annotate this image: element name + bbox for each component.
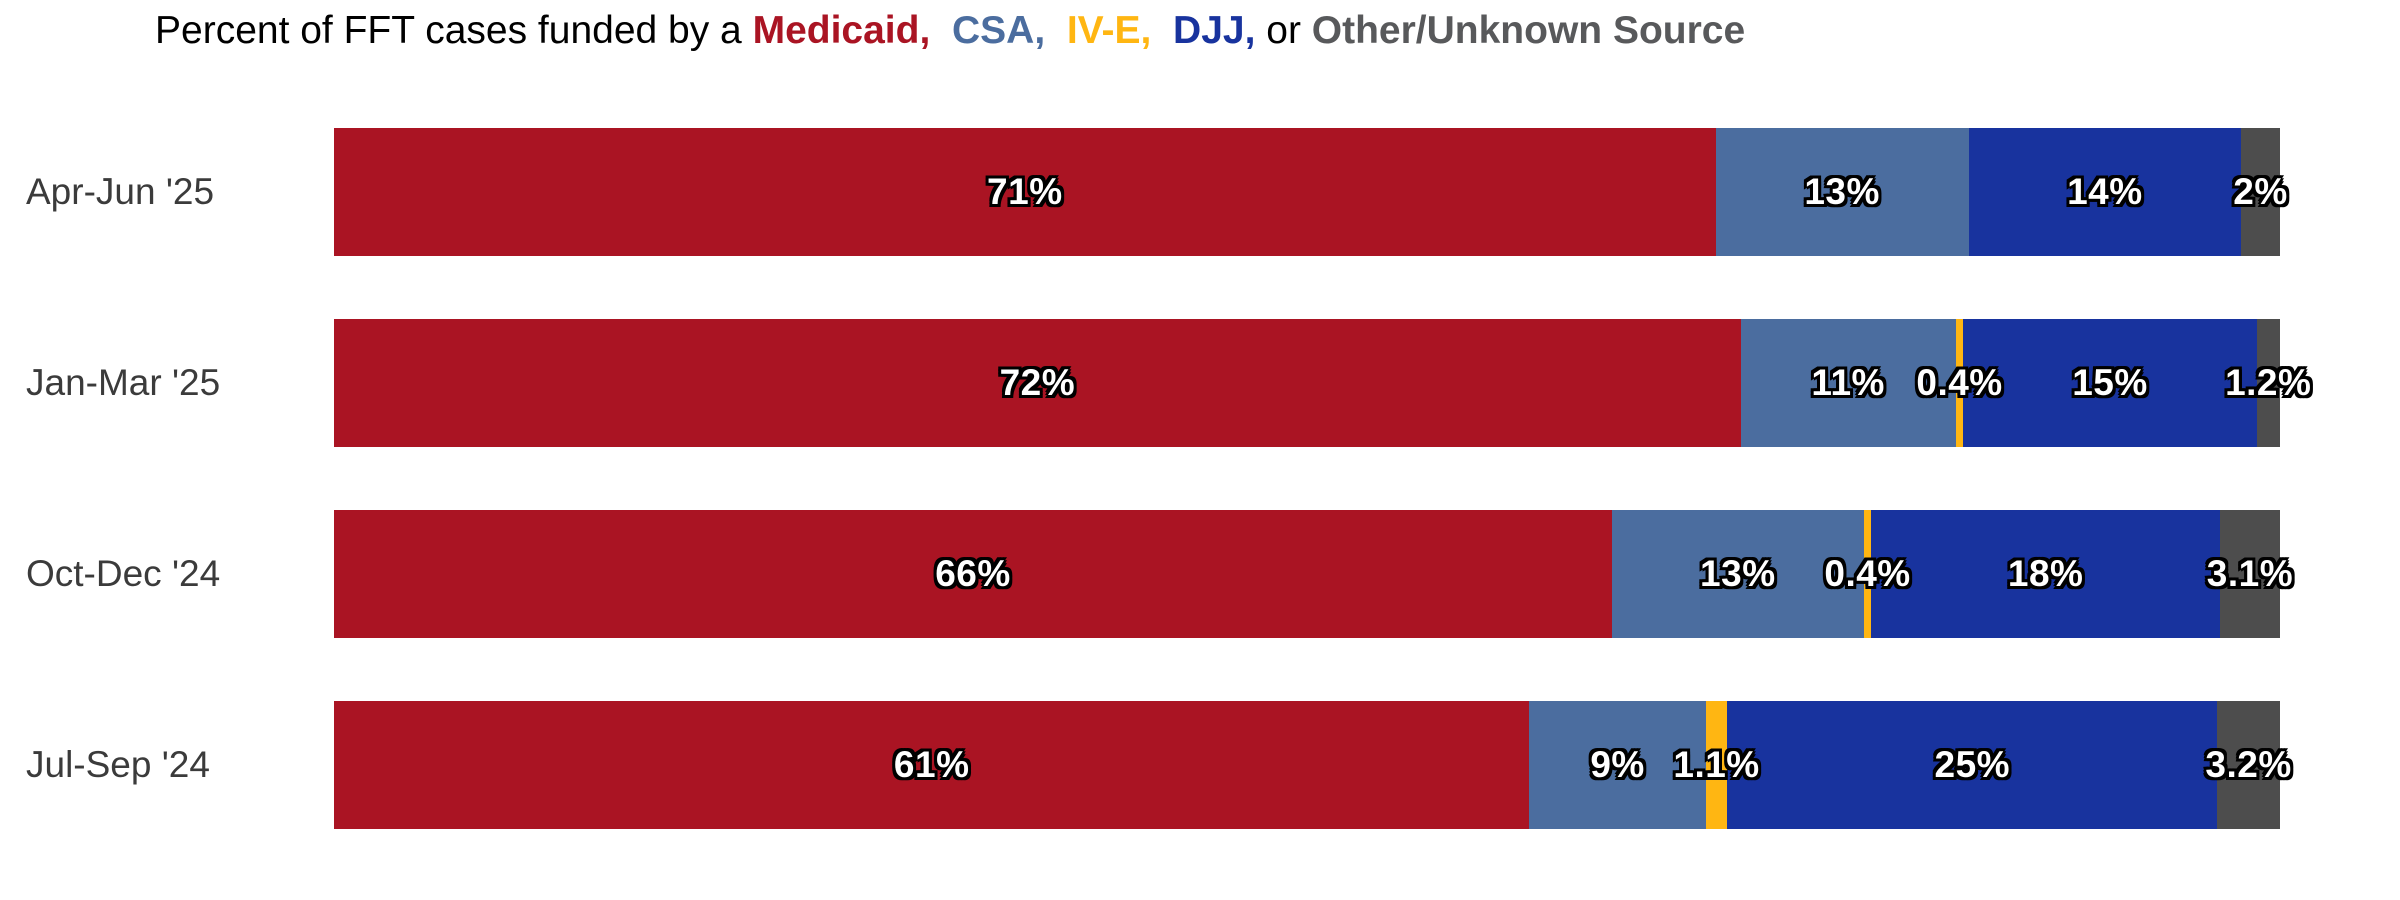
bar-segment-djj: 18% bbox=[1871, 509, 2220, 638]
category-label: Apr-Jun '25 bbox=[26, 170, 215, 212]
bar-value-label: 2% bbox=[2233, 170, 2288, 212]
bar-segment-csa: 9% bbox=[1529, 700, 1706, 829]
bar-segment-other-unknown-source: 3.1% bbox=[2207, 509, 2293, 638]
bar-track: 71% 13% 14% 2% bbox=[334, 127, 2287, 256]
bar-value-label: 71% bbox=[987, 170, 1063, 212]
bar-segment-iv-e: 1.1% bbox=[1673, 700, 1759, 829]
chart-row-apr-jun-25: Apr-Jun '25 71% 13% 14% 2% bbox=[0, 96, 2400, 287]
bar-rows: Apr-Jun '25 71% 13% 14% 2% Jan-Mar '25 72% 11% 0… bbox=[0, 96, 2400, 860]
chart-row-oct-dec-24: Oct-Dec '24 66% 13% 0.4% 18% 3.1% bbox=[0, 478, 2400, 669]
bar-track: 66% 13% 0.4% 18% 3.1% bbox=[334, 509, 2293, 638]
bar-value-label: 0.4% bbox=[1916, 361, 2003, 403]
title-part-1: Medicaid, bbox=[752, 9, 942, 52]
chart-row-jan-mar-25: Jan-Mar '25 72% 11% 0.4% 15% 1.2% bbox=[0, 287, 2400, 478]
title-part-4: DJJ, bbox=[1162, 9, 1267, 52]
bar-segment-djj: 14% bbox=[1968, 127, 2242, 256]
bar-track: 72% 11% 0.4% 15% 1.2% bbox=[334, 318, 2311, 447]
bar-value-label: 0.4% bbox=[1824, 552, 1911, 594]
bar-segment-medicaid: 61% bbox=[334, 700, 1530, 829]
bar-segment-djj: 15% bbox=[1963, 318, 2257, 447]
bar-segment-medicaid: 66% bbox=[334, 509, 1612, 638]
bar-value-label: 1.2% bbox=[2225, 361, 2312, 403]
bar-segment-iv-e: 0.4% bbox=[1916, 318, 2002, 447]
bar-value-label: 15% bbox=[2072, 361, 2148, 403]
chart-row-jul-sep-24: Jul-Sep '24 61% 9% 1.1% 25% 3.2% bbox=[0, 669, 2400, 860]
bar-segment-other-unknown-source: 3.2% bbox=[2205, 700, 2291, 829]
bar-segment-other-unknown-source: 2% bbox=[2233, 127, 2287, 256]
bar-segment-djj: 25% bbox=[1727, 700, 2218, 829]
category-label: Jan-Mar '25 bbox=[26, 361, 221, 403]
bar-segment-medicaid: 71% bbox=[334, 127, 1716, 256]
bar-segment-csa: 13% bbox=[1611, 509, 1864, 638]
bar-value-label: 14% bbox=[2067, 170, 2143, 212]
bar-value-label: 66% bbox=[935, 552, 1011, 594]
bar-track: 61% 9% 1.1% 25% 3.2% bbox=[334, 700, 2291, 829]
bar-segment-medicaid: 72% bbox=[334, 318, 1741, 447]
bar-value-label: 3.1% bbox=[2206, 552, 2294, 594]
bar-value-label: 3.2% bbox=[2205, 743, 2292, 785]
bar-value-label: 25% bbox=[1934, 743, 2011, 785]
category-label: Jul-Sep '24 bbox=[26, 743, 210, 785]
bar-segment-csa: 13% bbox=[1715, 127, 1969, 256]
title-part-6: Other/Unknown Source bbox=[1311, 9, 1746, 52]
title-part-3: IV-E, bbox=[1056, 9, 1163, 52]
bar-value-label: 13% bbox=[1700, 552, 1776, 594]
title-part-5: or bbox=[1266, 9, 1312, 52]
bar-value-label: 9% bbox=[1590, 743, 1645, 785]
bar-segment-csa: 11% bbox=[1740, 318, 1956, 447]
bar-value-label: 1.1% bbox=[1673, 743, 1760, 785]
bar-segment-other-unknown-source: 1.2% bbox=[2225, 318, 2311, 447]
title-part-2: CSA, bbox=[941, 9, 1056, 52]
bar-value-label: 11% bbox=[1811, 361, 1885, 403]
title-part-0: Percent of FFT cases funded by a bbox=[155, 9, 753, 52]
bar-value-label: 72% bbox=[999, 361, 1076, 403]
bar-value-label: 61% bbox=[893, 743, 970, 785]
bar-value-label: 13% bbox=[1804, 170, 1880, 212]
category-label: Oct-Dec '24 bbox=[26, 552, 221, 594]
bar-value-label: 18% bbox=[2007, 552, 2084, 594]
bar-segment-iv-e: 0.4% bbox=[1824, 509, 1910, 638]
chart-title: Percent of FFT cases funded by a Medicai… bbox=[155, 8, 1745, 55]
